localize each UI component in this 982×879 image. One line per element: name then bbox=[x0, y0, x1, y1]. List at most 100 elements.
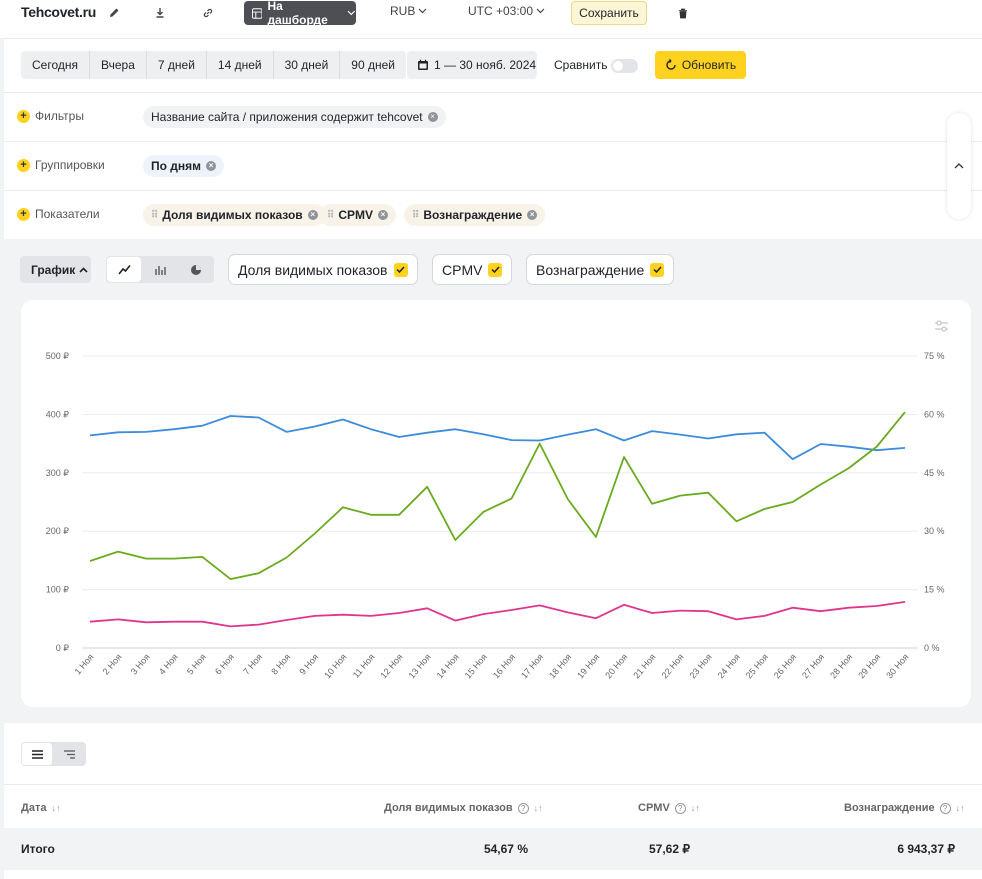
help-icon[interactable]: ? bbox=[939, 802, 951, 814]
x-axis-tick: 2 Ноя bbox=[101, 652, 124, 677]
column-cpmv[interactable]: CPMV ? ↓↑ bbox=[638, 802, 700, 814]
dashboard-button[interactable]: На дашборде bbox=[244, 0, 356, 27]
help-icon[interactable]: ? bbox=[674, 802, 686, 814]
sort-icon[interactable]: ↓↑ bbox=[51, 803, 61, 813]
metric-toggle-reward[interactable]: Вознаграждение bbox=[526, 254, 675, 285]
metric-chip[interactable]: ⠿ CPMV × bbox=[319, 204, 396, 226]
refresh-icon bbox=[666, 59, 676, 70]
filters-row: + Фильтры Название сайта / приложения со… bbox=[4, 93, 982, 142]
grouping-chip[interactable]: По дням × bbox=[143, 155, 225, 177]
trash-icon[interactable] bbox=[675, 5, 691, 21]
column-reward[interactable]: Вознаграждение ? ↓↑ bbox=[844, 802, 965, 814]
column-date[interactable]: Дата ↓↑ bbox=[21, 802, 60, 814]
x-axis-tick: 27 Ноя bbox=[800, 652, 826, 681]
timezone-value: UTC +03:00 bbox=[468, 4, 534, 18]
chart-type-selector bbox=[106, 256, 214, 283]
period-7-days[interactable]: 7 дней bbox=[147, 51, 207, 79]
filter-chip[interactable]: Название сайта / приложения содержит teh… bbox=[143, 106, 446, 128]
timezone-select[interactable]: UTC +03:00 bbox=[468, 4, 545, 18]
line-chart-icon[interactable] bbox=[107, 257, 141, 282]
column-visible-share[interactable]: Доля видимых показов ? ↓↑ bbox=[384, 802, 543, 814]
x-axis-tick: 16 Ноя bbox=[491, 652, 517, 681]
drag-handle-icon[interactable]: ⠿ bbox=[327, 209, 334, 221]
x-axis-tick: 6 Ноя bbox=[213, 652, 236, 677]
link-icon[interactable] bbox=[200, 5, 216, 21]
tree-list-icon[interactable] bbox=[53, 742, 85, 766]
column-label: CPMV bbox=[638, 802, 670, 814]
remove-icon[interactable]: × bbox=[527, 210, 538, 220]
x-axis-tick: 22 Ноя bbox=[659, 652, 685, 681]
remove-icon[interactable]: × bbox=[307, 210, 318, 220]
chart-toggle-button[interactable]: График bbox=[20, 256, 91, 283]
metric-toggle-visible-share[interactable]: Доля видимых показов bbox=[228, 254, 418, 285]
flat-list-icon[interactable] bbox=[22, 743, 52, 765]
add-metric-button[interactable]: + Показатели bbox=[17, 207, 100, 221]
total-row: Итого 54,67 % 57,62 ₽ 6 943,37 ₽ bbox=[4, 828, 982, 870]
currency-value: RUB bbox=[390, 4, 416, 18]
add-filter-button[interactable]: + Фильтры bbox=[17, 109, 84, 123]
metric-chip[interactable]: ⠿ Вознаграждение × bbox=[404, 204, 546, 226]
chart-card: 0 ₽ 0 % 100 ₽ 15 % 200 ₽ 30 % 300 ₽ 45 % 400 ₽ 60… bbox=[21, 300, 971, 707]
add-grouping-button[interactable]: + Группировки bbox=[17, 158, 105, 172]
period-yesterday[interactable]: Вчера bbox=[90, 51, 147, 79]
currency-select[interactable]: RUB bbox=[390, 4, 427, 18]
y-axis-left-tick: 500 ₽ bbox=[46, 351, 70, 361]
compare-toggle[interactable] bbox=[611, 59, 638, 73]
y-axis-right-tick: 60 % bbox=[924, 409, 945, 419]
checkbox-checked-icon[interactable] bbox=[393, 262, 408, 277]
chevron-down-icon bbox=[347, 10, 356, 16]
refresh-button[interactable]: Обновить bbox=[655, 51, 746, 79]
x-axis-tick: 14 Ноя bbox=[435, 652, 461, 681]
drag-handle-icon[interactable]: ⠿ bbox=[412, 209, 419, 221]
edit-icon[interactable] bbox=[106, 5, 122, 21]
checkbox-checked-icon[interactable] bbox=[488, 262, 503, 277]
metric-chip-label: Вознаграждение bbox=[423, 208, 523, 222]
x-axis-tick: 30 Ноя bbox=[884, 652, 910, 681]
table-view-selector bbox=[21, 742, 86, 766]
period-14-days[interactable]: 14 дней bbox=[207, 51, 274, 79]
sort-icon[interactable]: ↓↑ bbox=[955, 803, 965, 813]
x-axis-tick: 29 Ноя bbox=[856, 652, 882, 681]
pie-chart-icon[interactable] bbox=[178, 256, 214, 283]
series-line bbox=[89, 415, 906, 461]
drag-handle-icon[interactable]: ⠿ bbox=[151, 209, 158, 221]
chevron-down-icon bbox=[418, 8, 427, 14]
help-icon[interactable]: ? bbox=[517, 802, 529, 814]
date-range-button[interactable]: 1 — 30 нояб. 2024 bbox=[407, 51, 537, 79]
x-axis-tick: 25 Ноя bbox=[744, 652, 770, 681]
x-axis-tick: 21 Ноя bbox=[631, 652, 657, 681]
refresh-label: Обновить bbox=[681, 58, 737, 72]
remove-icon[interactable]: × bbox=[427, 112, 438, 122]
save-button[interactable]: Сохранить bbox=[571, 1, 647, 25]
checkbox-checked-icon[interactable] bbox=[650, 262, 665, 277]
remove-icon[interactable]: × bbox=[206, 161, 217, 171]
x-axis-tick: 5 Ноя bbox=[185, 652, 208, 677]
y-axis-left-tick: 200 ₽ bbox=[46, 526, 70, 536]
period-30-days[interactable]: 30 дней bbox=[274, 51, 341, 79]
remove-icon[interactable]: × bbox=[378, 210, 388, 220]
site-title: Tehcovet.ru bbox=[21, 4, 97, 20]
metrics-row: + Показатели ⠿ Доля видимых показов × ⠿ … bbox=[4, 191, 982, 240]
download-icon[interactable] bbox=[152, 5, 168, 21]
column-label: Дата bbox=[21, 802, 47, 814]
chevron-down-icon bbox=[536, 8, 545, 14]
x-axis-tick: 10 Ноя bbox=[322, 652, 348, 681]
x-axis-tick: 8 Ноя bbox=[269, 652, 292, 677]
y-axis-right-tick: 75 % bbox=[924, 351, 945, 361]
sort-icon[interactable]: ↓↑ bbox=[690, 803, 700, 813]
period-90-days[interactable]: 90 дней bbox=[351, 58, 395, 72]
x-axis-tick: 4 Ноя bbox=[157, 652, 180, 677]
line-chart: 0 ₽ 0 % 100 ₽ 15 % 200 ₽ 30 % 300 ₽ 45 % 400 ₽ 60… bbox=[46, 351, 945, 681]
sort-icon[interactable]: ↓↑ bbox=[533, 803, 543, 813]
period-bar: Сегодня Вчера 7 дней 14 дней 30 дней 90 … bbox=[4, 38, 982, 92]
metric-chip[interactable]: ⠿ Доля видимых показов × bbox=[143, 204, 326, 226]
chart-toggle-label: График bbox=[31, 262, 76, 277]
bar-chart-icon[interactable] bbox=[142, 256, 178, 283]
metric-chip-label: CPMV bbox=[338, 208, 373, 222]
period-today[interactable]: Сегодня bbox=[21, 51, 90, 79]
metric-chip-label: Доля видимых показов bbox=[162, 208, 303, 222]
metric-toggle-cpmv[interactable]: CPMV bbox=[432, 254, 513, 285]
chevron-up-icon bbox=[79, 266, 88, 273]
total-visible-share: 54,67 % bbox=[483, 842, 528, 856]
collapse-settings-button[interactable] bbox=[947, 113, 971, 219]
